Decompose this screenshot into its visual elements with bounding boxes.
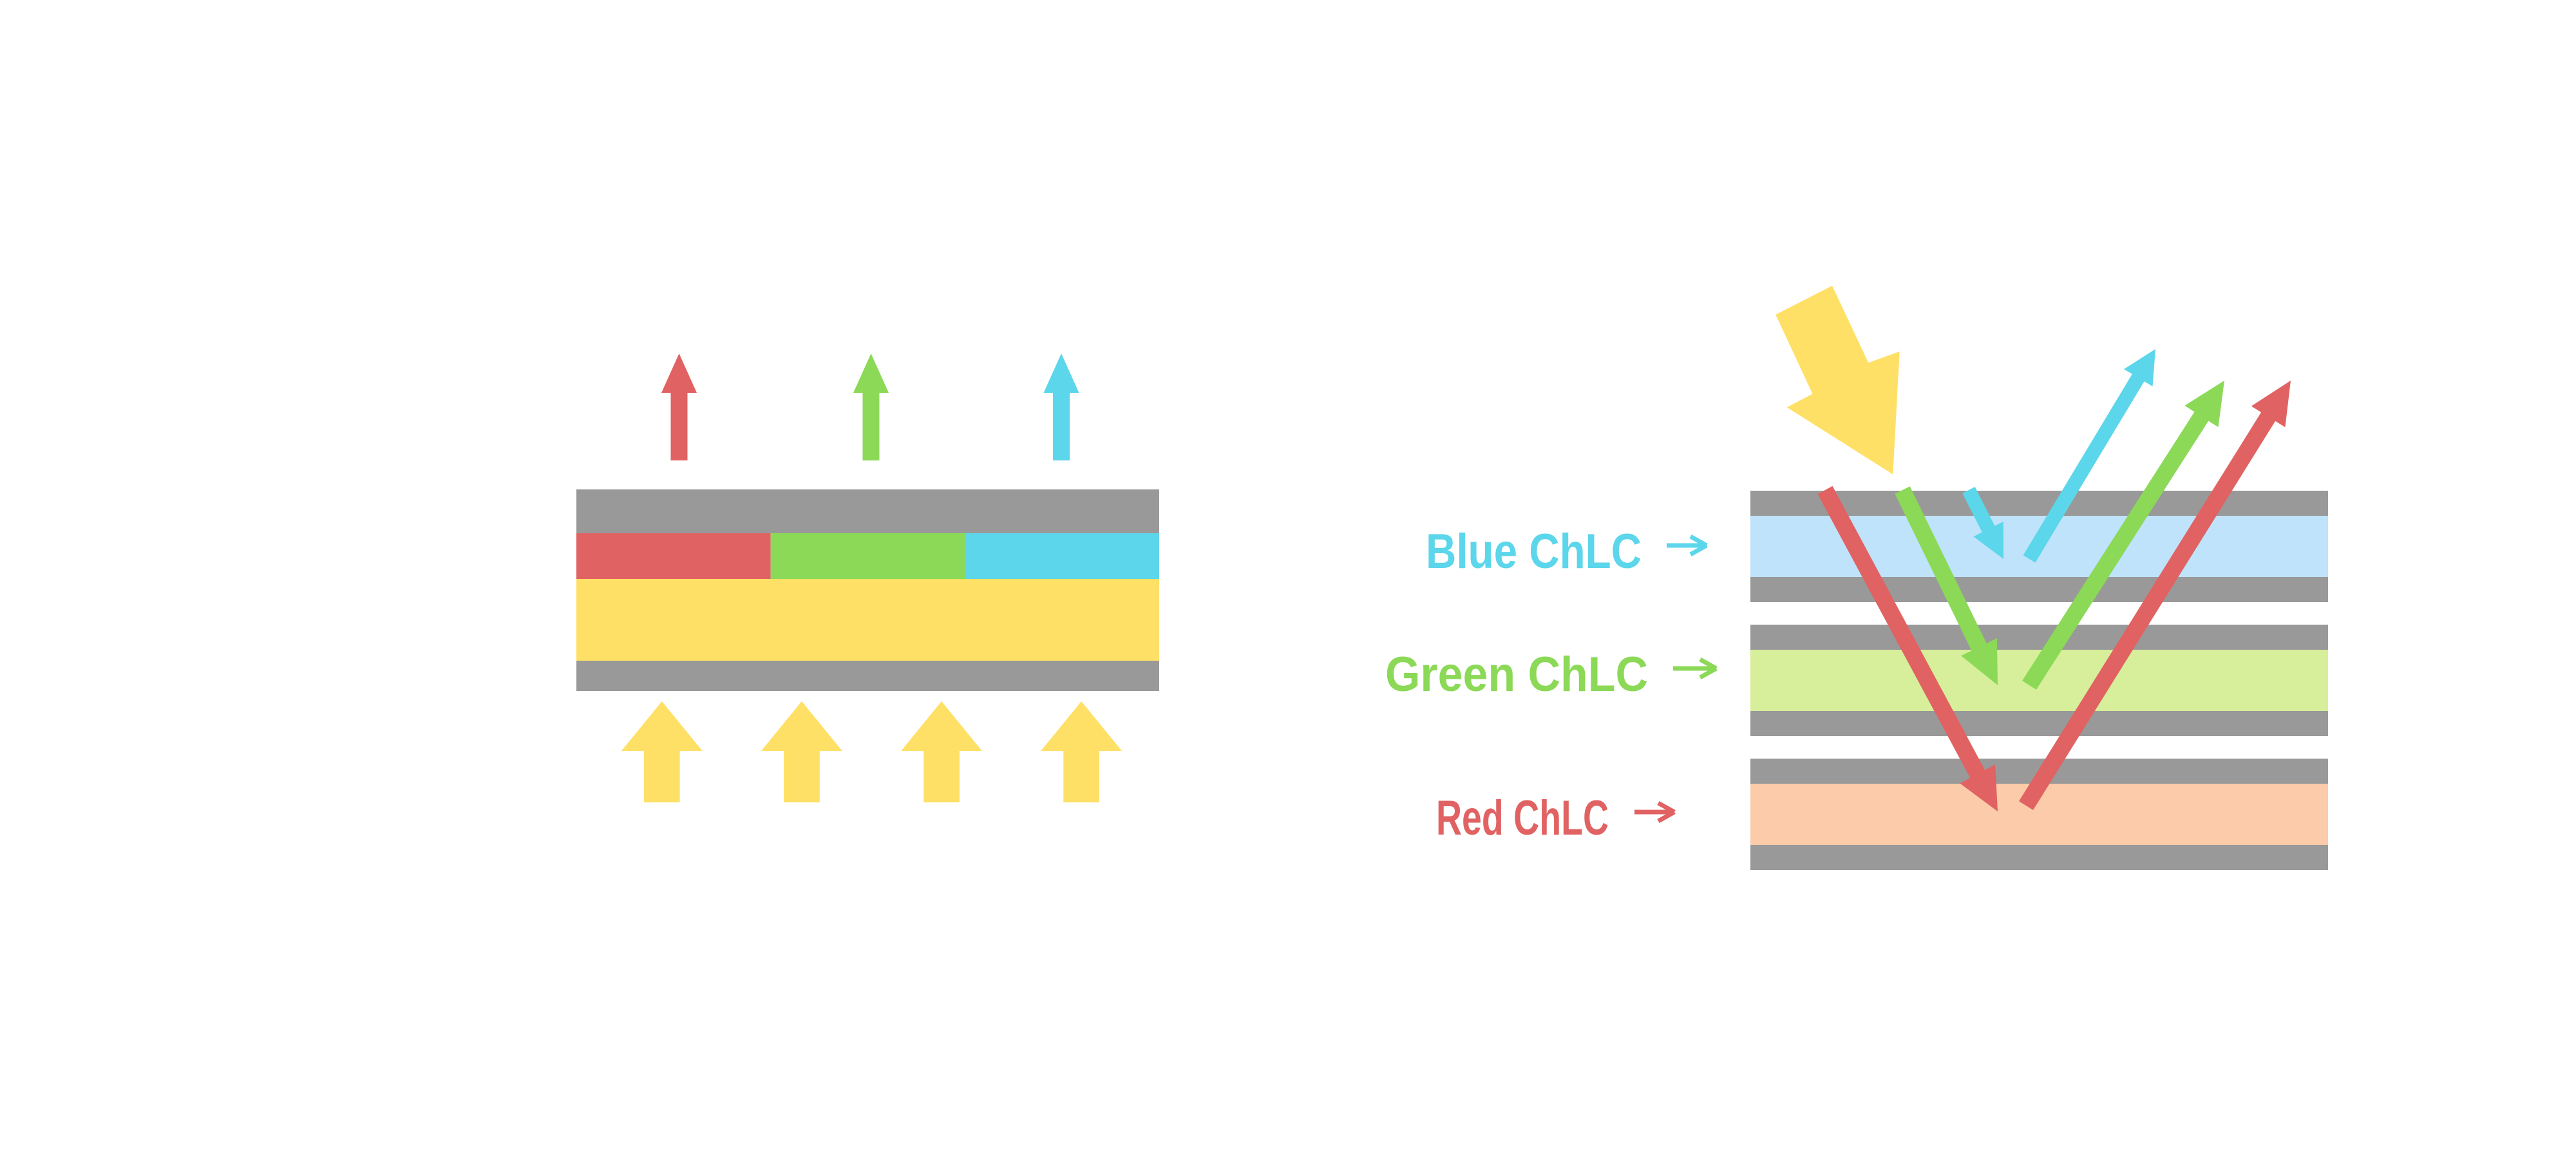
- svg-text:Green ChLC: Green ChLC: [1385, 647, 1648, 702]
- svg-text:Blue ChLC: Blue ChLC: [1426, 524, 1642, 579]
- svg-text:Red ChLC: Red ChLC: [1436, 791, 1609, 846]
